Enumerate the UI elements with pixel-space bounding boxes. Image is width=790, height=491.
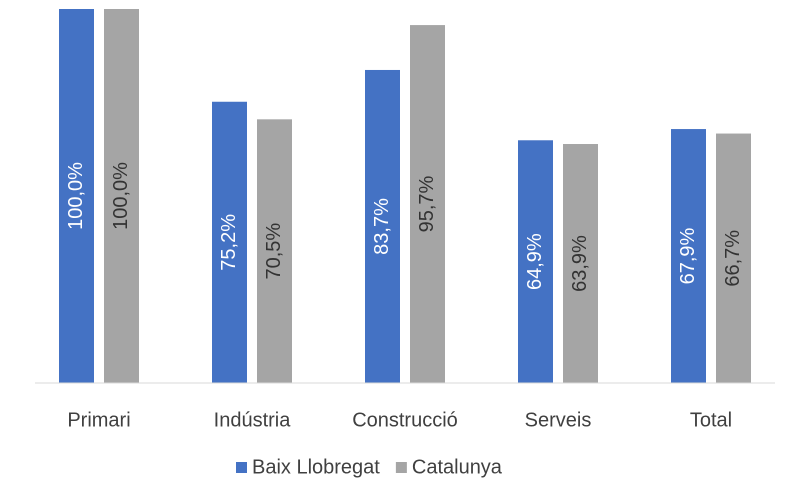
- bar: [563, 144, 598, 383]
- legend-label: Baix Llobregat: [252, 456, 380, 478]
- value-label: 67,9%: [677, 227, 699, 284]
- legend-label: Catalunya: [412, 456, 503, 478]
- bar: [257, 119, 292, 383]
- legend-swatch: [395, 462, 407, 473]
- bar: [365, 69, 400, 383]
- x-tick-label: Indústria: [214, 409, 292, 431]
- x-tick-label: Serveis: [525, 409, 592, 431]
- value-label: 64,9%: [524, 233, 546, 290]
- bar: [671, 129, 706, 383]
- legend-swatch: [236, 462, 247, 473]
- value-label: 66,7%: [722, 230, 744, 287]
- value-label: 63,9%: [569, 235, 591, 292]
- bar: [104, 9, 139, 383]
- value-label: 70,5%: [263, 223, 285, 280]
- value-label: 75,2%: [218, 214, 240, 271]
- x-tick-label: Primari: [67, 409, 130, 431]
- x-tick-label: Total: [690, 409, 732, 431]
- value-label: 95,7%: [416, 175, 438, 232]
- value-label: 83,7%: [371, 198, 393, 255]
- bar: [518, 140, 553, 383]
- value-label: 100,0%: [110, 162, 132, 230]
- bar: [410, 25, 445, 383]
- bar: [716, 133, 751, 383]
- value-label: 100,0%: [65, 162, 87, 230]
- x-tick-label: Construcció: [352, 409, 458, 431]
- bar: [212, 101, 247, 383]
- bar: [59, 9, 94, 383]
